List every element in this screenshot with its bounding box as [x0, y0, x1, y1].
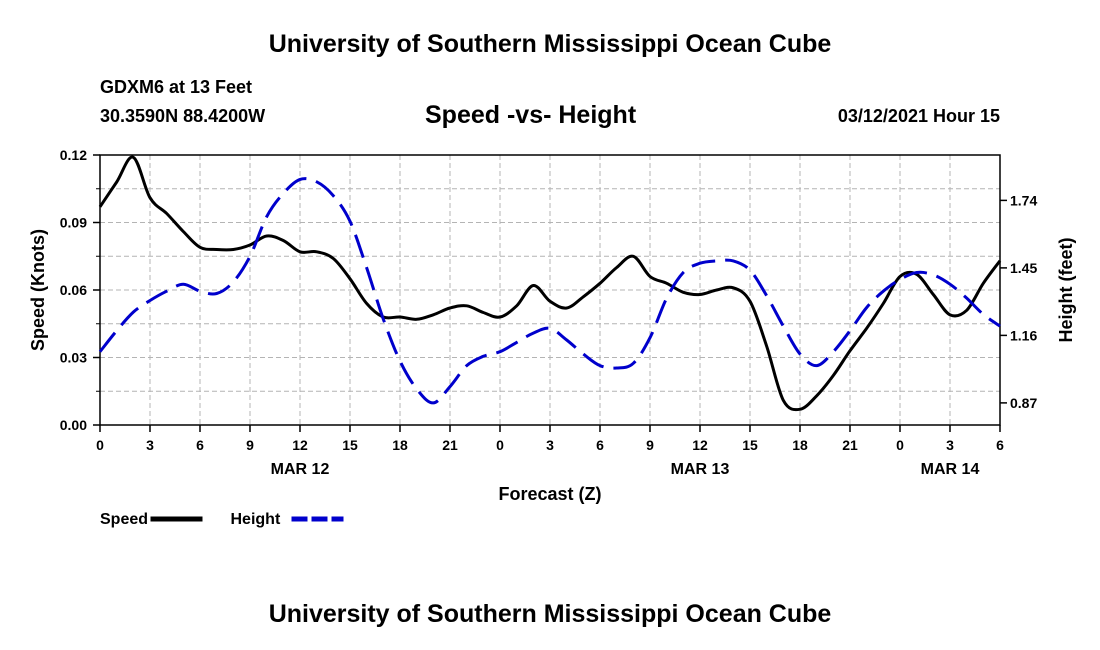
x-tick-label: 21 — [842, 437, 858, 453]
datetime-label: 03/12/2021 Hour 15 — [837, 106, 1000, 126]
x-tick-label: 3 — [146, 437, 154, 453]
x-tick-label: 0 — [896, 437, 904, 453]
x-tick-label: 9 — [246, 437, 254, 453]
station-label: GDXM6 at 13 Feet — [100, 77, 253, 97]
y-tick-label: 0.03 — [60, 350, 87, 366]
x-tick-label: 12 — [692, 437, 708, 453]
footer-title: University of Southern Mississippi Ocean… — [268, 600, 832, 628]
x-tick-label: 21 — [442, 437, 458, 453]
x-tick-label: 3 — [946, 437, 954, 453]
y2-axis-label: Height (feet) — [1056, 238, 1076, 343]
x-tick-label: 3 — [546, 437, 554, 453]
x-tick-label: 15 — [742, 437, 758, 453]
date-label: MAR 12 — [271, 461, 330, 478]
y2-tick-label: 0.87 — [1010, 395, 1037, 411]
page-title: University of Southern Mississippi Ocean… — [268, 30, 832, 58]
y2-tick-label: 1.45 — [1010, 260, 1037, 276]
legend-label-speed: Speed — [100, 511, 148, 528]
x-tick-label: 12 — [292, 437, 308, 453]
x-tick-label: 0 — [496, 437, 504, 453]
y-tick-label: 0.12 — [60, 147, 87, 163]
x-tick-label: 18 — [392, 437, 408, 453]
y2-tick-label: 1.16 — [1010, 327, 1037, 343]
coordinates-label: 30.3590N 88.4200W — [100, 106, 266, 126]
x-tick-label: 6 — [196, 437, 204, 453]
x-tick-label: 15 — [342, 437, 358, 453]
y-tick-label: 0.06 — [60, 282, 87, 298]
date-label: MAR 13 — [671, 461, 730, 478]
y-axis-label: Speed (Knots) — [28, 229, 48, 351]
y2-tick-label: 1.74 — [1010, 192, 1037, 208]
x-tick-label: 6 — [596, 437, 604, 453]
x-axis-label: Forecast (Z) — [498, 484, 601, 504]
y-tick-label: 0.09 — [60, 215, 87, 231]
y-tick-label: 0.00 — [60, 417, 87, 433]
legend-label-height: Height — [231, 511, 281, 528]
x-tick-label: 0 — [96, 437, 104, 453]
series-line-speed — [98, 155, 1002, 412]
x-tick-label: 9 — [646, 437, 654, 453]
x-tick-label: 6 — [996, 437, 1004, 453]
x-tick-label: 18 — [792, 437, 808, 453]
date-label: MAR 14 — [921, 461, 980, 478]
chart-title: Speed -vs- Height — [425, 101, 637, 129]
